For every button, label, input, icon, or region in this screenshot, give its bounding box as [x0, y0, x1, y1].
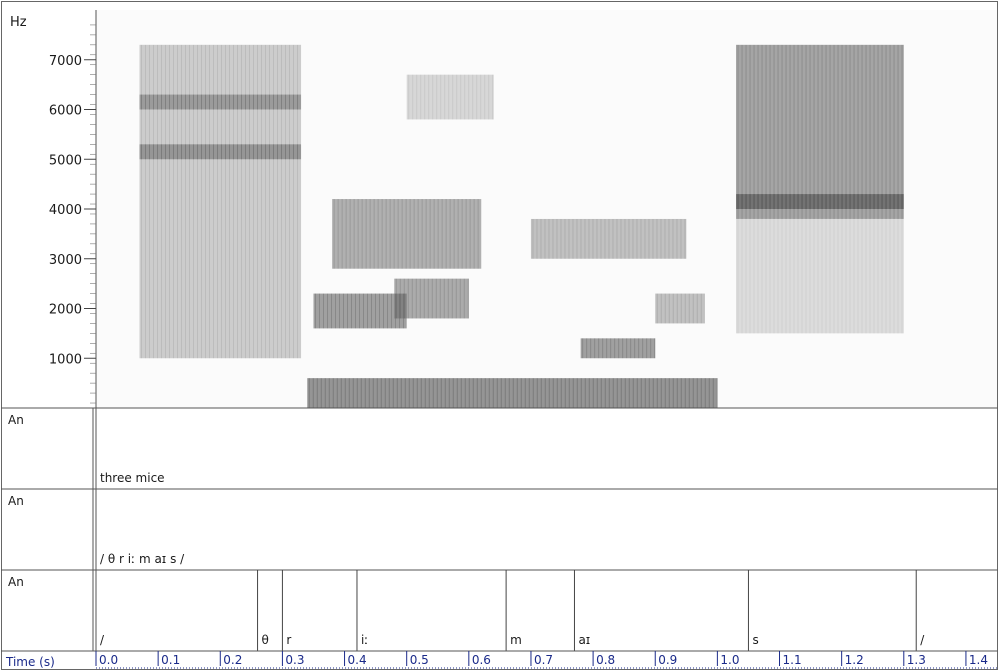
- spectrogram-energy-layer: [139, 44, 904, 408]
- x-tick-label: 0.9: [658, 653, 677, 667]
- energy-region-9: [655, 293, 705, 324]
- interval-label: aɪ: [578, 633, 590, 647]
- y-tick-label: 4000: [49, 203, 82, 218]
- energy-region-7: [530, 218, 687, 259]
- y-axis-ticks: 1000 2000 3000 4000 5000 6000 7000: [49, 24, 96, 404]
- interval-label: /: [100, 633, 105, 647]
- tier-name: An: [8, 413, 24, 427]
- x-axis-ticks: 0.0 0.1 0.2 0.3 0.4 0.5 0.6 0.7 0.8 0.9 1.0 1.1 1.2 1…: [95, 651, 997, 669]
- interval-label: /: [920, 633, 925, 647]
- y-tick-label: 1000: [49, 352, 82, 367]
- x-tick-label: 0.4: [348, 653, 367, 667]
- x-tick-label: 0.6: [472, 653, 491, 667]
- energy-region-6: [406, 74, 494, 120]
- x-tick-label: 1.0: [720, 653, 739, 667]
- interval-label: s: [752, 633, 758, 647]
- x-tick-label: 0.8: [596, 653, 615, 667]
- x-tick-label: 1.3: [907, 653, 926, 667]
- time-axis: Time (s) 0.0 0.1 0.2 0.3 0.4 0.5 0.6 0.7 0.8 0.9 1…: [1, 650, 998, 669]
- interval-label: / θ r iː m aɪ s /: [100, 552, 185, 566]
- energy-region-5: [394, 278, 469, 319]
- y-tick-label: 6000: [49, 104, 82, 119]
- x-tick-label: 0.2: [223, 653, 242, 667]
- energy-region-3: [313, 293, 407, 329]
- x-axis-label: Time (s): [5, 655, 55, 669]
- energy-region-2: [139, 94, 302, 110]
- y-tick-label: 5000: [49, 153, 82, 168]
- tier-name: An: [8, 575, 24, 589]
- energy-region-0: [139, 44, 302, 359]
- y-tick-label: 2000: [49, 303, 82, 318]
- energy-region-11: [736, 44, 904, 219]
- interval-label: θ: [262, 633, 269, 647]
- x-tick-label: 0.5: [410, 653, 429, 667]
- spectrogram-panel: 1000 2000 3000 4000 5000 6000 7000 Hz: [1, 10, 998, 409]
- x-tick-label: 1.4: [969, 653, 988, 667]
- interval-label: three mice: [100, 471, 165, 485]
- energy-region-13: [736, 218, 904, 334]
- energy-region-10: [307, 378, 718, 408]
- interval-label: r: [286, 633, 291, 647]
- interval-label: m: [510, 633, 522, 647]
- x-tick-label: 0.3: [285, 653, 304, 667]
- x-tick-label: 1.2: [845, 653, 864, 667]
- x-tick-label: 0.1: [161, 653, 180, 667]
- x-tick-label: 1.1: [783, 653, 802, 667]
- y-tick-label: 7000: [49, 54, 82, 69]
- y-tick-label: 3000: [49, 253, 82, 268]
- x-tick-label: 0.7: [534, 653, 553, 667]
- interval-label: iː: [361, 633, 368, 647]
- energy-region-4: [332, 199, 482, 269]
- energy-region-12: [736, 194, 904, 209]
- energy-region-8: [580, 338, 656, 359]
- energy-region-1: [139, 144, 302, 160]
- annotation-tiers: An three mice An / θ r iː m aɪ s / An / θ r iː m a…: [1, 408, 998, 651]
- x-tick-label: 0.0: [99, 653, 118, 667]
- y-axis-label: Hz: [10, 15, 27, 30]
- tier-name: An: [8, 494, 24, 508]
